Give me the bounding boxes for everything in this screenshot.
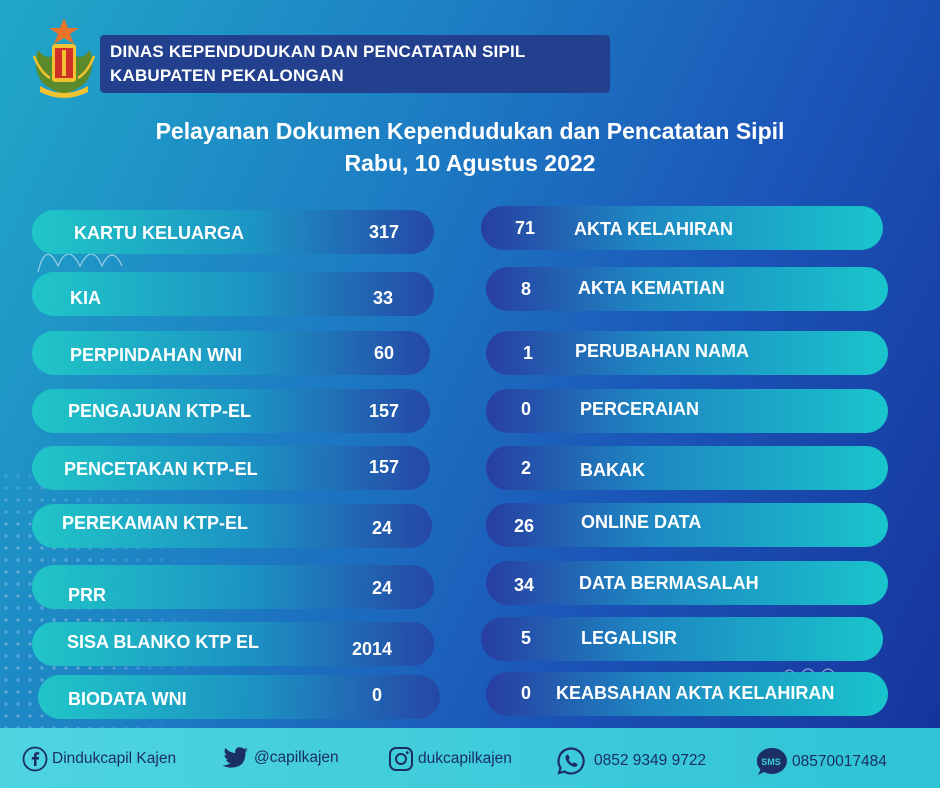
whatsapp-contact[interactable]: 0852 9349 9722 <box>556 746 706 776</box>
report-date: Rabu, 10 Agustus 2022 <box>344 150 596 176</box>
stat-value: 33 <box>373 288 394 308</box>
stat-value: 8 <box>521 279 532 299</box>
stat-value: 60 <box>374 343 395 363</box>
stat-value: 34 <box>514 575 535 595</box>
stat-label: DATA BERMASALAH <box>579 573 759 593</box>
stat-label: PERCERAIAN <box>580 399 700 419</box>
stat-row-legalisir: 5 LEGALISIR <box>481 617 883 661</box>
stat-row-perpindahan-wni: PERPINDAHAN WNI 60 <box>32 331 430 375</box>
stat-row-online-data: 26 ONLINE DATA <box>486 503 888 547</box>
stat-row-bakak: 2 BAKAK <box>486 446 888 490</box>
stat-value: 24 <box>372 518 393 538</box>
stat-label: PRR <box>68 585 107 605</box>
stat-label: SISA BLANKO KTP EL <box>67 632 260 652</box>
agency-name: DINAS KEPENDUDUKAN DAN PENCATATAN SIPIL <box>110 42 526 61</box>
report-title-line1: Pelayanan Dokumen Kependudukan dan Penca… <box>155 118 785 144</box>
report-title: Pelayanan Dokumen Kependudukan dan Penca… <box>0 115 940 179</box>
stat-value: 157 <box>369 401 400 421</box>
social-media-footer: Dindukcapil Kajen @capilkajen dukcapilka… <box>0 728 940 788</box>
stat-value: 317 <box>369 222 400 242</box>
stat-value: 0 <box>521 683 532 703</box>
stat-value: 71 <box>515 218 536 238</box>
facebook-contact[interactable]: Dindukcapil Kajen <box>22 746 176 772</box>
agency-header: DINAS KEPENDUDUKAN DAN PENCATATAN SIPIL … <box>100 35 610 93</box>
instagram-handle: dukcapilkajen <box>418 750 512 767</box>
stat-label: LEGALISIR <box>581 628 678 648</box>
stat-value: 0 <box>372 685 383 705</box>
stat-row-keabsahan-akta-kelahiran: 0 KEABSAHAN AKTA KELAHIRAN <box>486 672 888 716</box>
instagram-contact[interactable]: dukcapilkajen <box>388 746 512 772</box>
stat-row-kartu-keluarga: KARTU KELUARGA 317 <box>32 210 434 254</box>
facebook-icon <box>22 746 48 772</box>
stat-label: PENCETAKAN KTP-EL <box>64 459 258 479</box>
twitter-handle: @capilkajen <box>254 749 339 766</box>
stat-label: BIODATA WNI <box>68 689 187 709</box>
stat-label: KARTU KELUARGA <box>74 223 244 243</box>
whatsapp-icon <box>557 747 585 775</box>
stat-row-pengajuan-ktp-el: PENGAJUAN KTP-EL 157 <box>32 389 430 433</box>
stat-row-pencetakan-ktp-el: PENCETAKAN KTP-EL 157 <box>32 446 430 490</box>
stat-value: 5 <box>521 628 532 648</box>
stat-row-prr: PRR 24 <box>32 565 434 609</box>
twitter-bird-icon <box>222 747 248 768</box>
stat-row-perubahan-nama: 1 PERUBAHAN NAMA <box>486 331 888 375</box>
sms-contact[interactable]: SMS 08570017484 <box>754 746 887 778</box>
facebook-handle: Dindukcapil Kajen <box>52 750 177 767</box>
stat-row-data-bermasalah: 34 DATA BERMASALAH <box>486 561 888 605</box>
stat-label: ONLINE DATA <box>581 512 702 532</box>
stat-row-akta-kematian: 8 AKTA KEMATIAN <box>486 267 888 311</box>
stat-label: KIA <box>70 288 101 308</box>
stat-value: 24 <box>372 578 393 598</box>
stat-row-kia: KIA 33 <box>32 272 434 316</box>
kabupaten-pekalongan-emblem <box>32 18 96 98</box>
stat-label: AKTA KEMATIAN <box>578 278 725 298</box>
stat-row-perceraian: 0 PERCERAIAN <box>486 389 888 433</box>
twitter-contact[interactable]: @capilkajen <box>222 746 339 770</box>
sms-number: 08570017484 <box>792 753 887 770</box>
stat-label: PENGAJUAN KTP-EL <box>68 401 252 421</box>
decorative-swirl-left <box>37 253 123 273</box>
stat-value: 1 <box>523 343 534 363</box>
stat-label: PEREKAMAN KTP-EL <box>62 513 249 533</box>
sms-icon-label: SMS <box>761 757 781 767</box>
stat-row-akta-kelahiran: 71 AKTA KELAHIRAN <box>481 206 883 250</box>
stat-label: KEABSAHAN AKTA KELAHIRAN <box>556 683 835 703</box>
stat-value: 26 <box>514 516 535 536</box>
stat-value: 157 <box>369 457 400 477</box>
stat-label: PERPINDAHAN WNI <box>70 345 243 365</box>
stat-value: 0 <box>521 399 532 419</box>
stat-row-perekaman-ktp-el: PEREKAMAN KTP-EL 24 <box>32 504 432 548</box>
stat-label: PERUBAHAN NAMA <box>575 341 749 361</box>
stat-value: 2 <box>521 458 532 478</box>
stat-row-biodata-wni: BIODATA WNI 0 <box>38 675 440 719</box>
whatsapp-number: 0852 9349 9722 <box>594 752 707 769</box>
regency-name: KABUPATEN PEKALONGAN <box>110 66 344 85</box>
stat-label: AKTA KELAHIRAN <box>574 219 733 239</box>
instagram-icon <box>389 747 413 771</box>
stat-row-sisa-blanko-ktp-el: SISA BLANKO KTP EL 2014 <box>32 622 434 666</box>
sms-icon: SMS <box>756 747 787 775</box>
decorative-swirl-right <box>779 668 839 685</box>
stat-label: BAKAK <box>580 460 645 480</box>
stat-value: 2014 <box>352 639 393 659</box>
